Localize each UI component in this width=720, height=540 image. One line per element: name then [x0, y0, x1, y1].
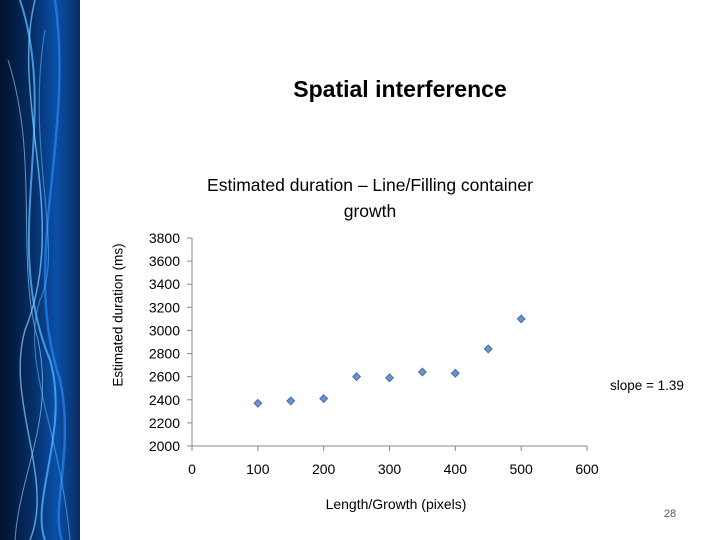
data-point: [352, 372, 362, 382]
data-point: [483, 344, 493, 354]
page-number: 28: [663, 508, 677, 520]
x-tick-label: 300: [378, 461, 402, 477]
side-banner: [0, 0, 80, 540]
y-tick-label: 2000: [149, 438, 180, 454]
y-tick-label: 3000: [149, 322, 180, 338]
x-tick-label: 0: [188, 461, 196, 477]
y-tick-label: 3800: [149, 230, 180, 246]
y-tick-label: 2400: [149, 392, 180, 408]
data-point: [384, 373, 395, 383]
x-axis-label: Length/Growth (pixels): [325, 496, 467, 512]
x-tick-label: 100: [246, 461, 270, 477]
data-point: [417, 367, 427, 377]
data-point: [319, 394, 329, 404]
y-tick-label: 3400: [149, 276, 180, 292]
y-tick-label: 3200: [149, 299, 180, 315]
banner-light-streaks: [7, 0, 71, 540]
data-point: [286, 396, 296, 406]
y-tick-label: 3600: [149, 253, 180, 269]
data-point: [253, 398, 263, 408]
slope-annotation: slope = 1.39: [610, 378, 684, 393]
x-tick-label: 400: [444, 461, 468, 477]
data-point: [516, 314, 526, 324]
y-tick-label: 2200: [149, 415, 180, 431]
slide-title: Spatial interference: [293, 76, 507, 102]
y-tick-label: 2800: [149, 346, 180, 362]
x-tick-label: 500: [509, 461, 533, 477]
data-point: [450, 368, 460, 378]
y-tick-label: 2600: [149, 369, 180, 385]
chart-title: Estimated duration – Line/Filling contai…: [207, 175, 533, 221]
x-tick-label: 600: [575, 461, 599, 477]
x-tick-label: 200: [312, 461, 336, 477]
